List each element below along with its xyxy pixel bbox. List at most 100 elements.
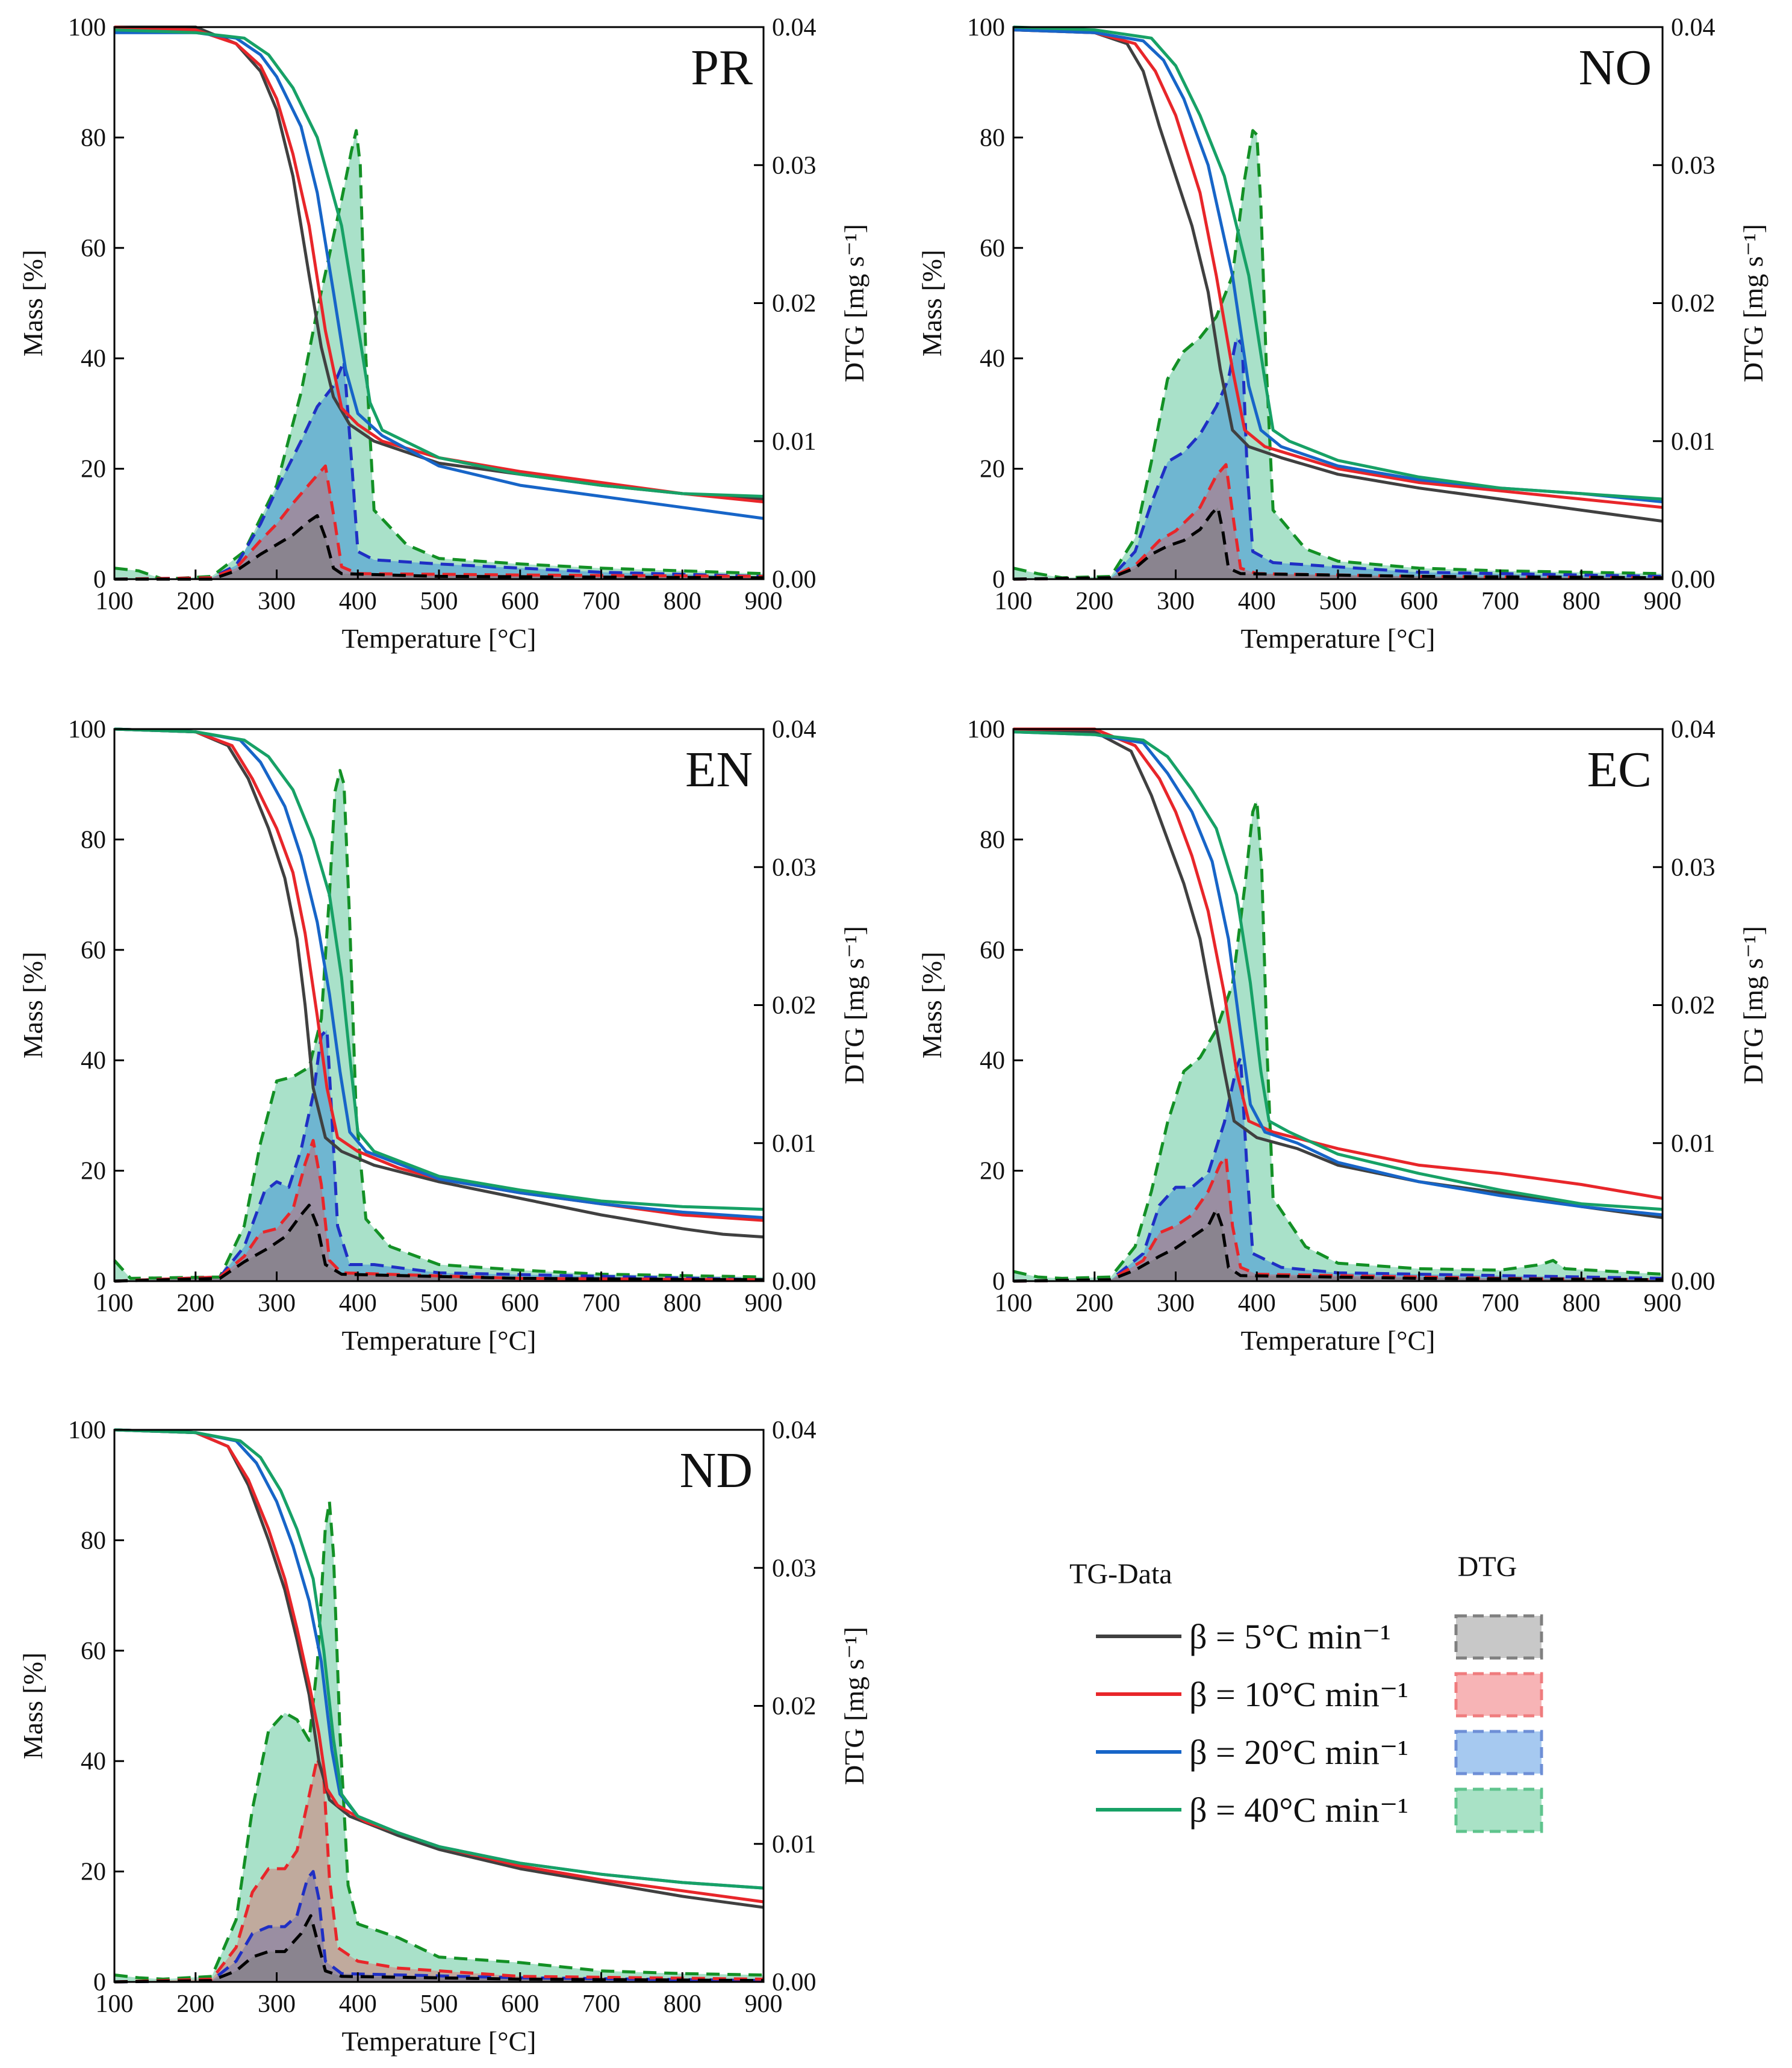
dtg-line-beta-10 [114,1757,764,1984]
chart-panel-en: 100 200 300 400 500 600 700 800 900 0 20 40 60 80 100 0… [17,716,870,1356]
x-tick-label: 500 [420,1990,458,2018]
x-tick-label: 600 [1400,1290,1438,1317]
y2-tick-label: 0.02 [1671,290,1716,318]
y-tick-label: 60 [980,235,1005,262]
x-axis-title: Temperature [°C] [342,1325,537,1356]
x-tick-label: 300 [258,1290,296,1317]
x-tick-label: 500 [1319,588,1357,615]
dtg-area-beta-20 [114,361,764,579]
y2-tick-label: 0.00 [772,1969,817,1996]
x-tick-label: 800 [1563,1290,1601,1317]
dtg-line-beta-40 [1013,129,1663,580]
y-axis-title: Mass [%] [17,1653,48,1760]
x-tick-label: 600 [501,588,539,615]
dtg-area-beta-20 [114,1029,764,1281]
x-axis-title: Temperature [°C] [1241,623,1436,654]
y2-tick-label: 0.01 [772,428,817,456]
tg-line-beta-40 [1013,730,1663,1211]
tg-line-beta-5 [114,727,764,1239]
y-tick-label: 20 [980,456,1005,483]
x-tick-label: 200 [176,1990,214,2018]
dtg-line-beta-5 [114,1914,764,1984]
dtg-line-beta-20 [114,1870,764,1984]
legend-swatch-2 [1454,1730,1543,1775]
dtg-line-beta-40 [1013,799,1663,1280]
dtg-area-beta-10 [114,1140,764,1281]
tg-line-beta-20 [114,727,764,1219]
x-tick-label: 500 [1319,1290,1357,1317]
y-tick-label: 40 [81,1748,106,1775]
dtg-line-beta-40 [114,1500,764,1981]
dtg-area-beta-40 [114,770,764,1281]
y2-tick-label: 0.02 [1671,992,1716,1020]
y-tick-label: 40 [81,1047,106,1075]
x-tick-label: 400 [1238,588,1276,615]
tg-line-beta-40 [114,1428,764,1890]
x-tick-label: 800 [664,1290,702,1317]
x-tick-label: 400 [339,1290,377,1317]
y-tick-label: 0 [992,1268,1005,1296]
y2-tick-label: 0.02 [772,290,817,318]
dtg-area-beta-5 [114,515,764,579]
y-tick-label: 0 [992,566,1005,594]
dtg-area-beta-10 [114,1758,764,1982]
x-tick-label: 700 [582,1990,620,2018]
y2-tick-label: 0.00 [1671,1268,1716,1296]
plot-frame [113,728,765,1282]
y-tick-label: 40 [980,1047,1005,1075]
y2-axis-title: DTG [mg s⁻¹] [839,926,870,1084]
chart-panel-pr: 100 200 300 400 500 600 700 800 900 0 20 40 60 80 100 0… [17,14,870,654]
y-tick-label: 100 [68,1417,106,1444]
legend-heading-dtg: DTG [1458,1551,1517,1583]
tg-line-beta-10 [1013,727,1663,1200]
x-tick-label: 700 [582,1290,620,1317]
y-tick-label: 80 [81,124,106,152]
y2-axis-title: DTG [mg s⁻¹] [839,224,870,382]
y2-tick-label: 0.01 [1671,428,1716,456]
x-tick-label: 700 [1481,588,1519,615]
x-tick-label: 300 [1157,588,1195,615]
panel-title: PR [691,40,753,96]
y-tick-label: 60 [81,1638,106,1665]
x-tick-label: 600 [1400,588,1438,615]
y2-tick-label: 0.00 [772,1268,817,1296]
dtg-area-beta-10 [1013,1157,1663,1281]
y2-axis-title: DTG [mg s⁻¹] [1738,224,1769,382]
x-tick-label: 700 [582,588,620,615]
y2-tick-label: 0.03 [772,1554,817,1582]
y2-tick-label: 0.04 [1671,14,1716,42]
dtg-area-beta-5 [1013,507,1663,579]
x-tick-label: 200 [1075,1290,1113,1317]
tg-line-beta-5 [1013,28,1663,523]
x-tick-label: 600 [501,1290,539,1317]
dtg-area-beta-10 [1013,464,1663,579]
tg-line-beta-5 [114,25,764,501]
x-tick-label: 900 [745,588,783,615]
dtg-area-beta-5 [1013,1209,1663,1281]
tg-line-beta-10 [114,25,764,504]
dtg-line-beta-20 [114,1028,764,1283]
panel-title: NO [1579,40,1652,96]
dtg-line-beta-5 [1013,1208,1663,1283]
panel-title: ND [680,1442,753,1498]
y2-tick-label: 0.04 [772,716,817,744]
dtg-area-beta-5 [114,1916,764,1982]
tg-line-beta-5 [1013,727,1663,1219]
x-tick-label: 200 [176,588,214,615]
y2-tick-label: 0.04 [772,14,817,42]
x-tick-label: 300 [1157,1290,1195,1317]
legend-label-3: β = 40°C min⁻¹ [1189,1790,1408,1830]
x-axis-title: Temperature [°C] [1241,1325,1436,1356]
dtg-line-beta-10 [114,464,764,581]
x-tick-label: 100 [995,588,1033,615]
y-tick-label: 0 [93,1969,106,1996]
y-axis-title: Mass [%] [17,952,48,1059]
y-tick-label: 60 [81,937,106,964]
x-tick-label: 800 [664,588,702,615]
y2-axis-title: DTG [mg s⁻¹] [1738,926,1769,1084]
panel-title: EC [1587,742,1652,798]
dtg-line-beta-5 [114,1203,764,1283]
x-axis-title: Temperature [°C] [342,623,537,654]
tg-line-beta-40 [114,28,764,498]
x-tick-label: 100 [995,1290,1033,1317]
